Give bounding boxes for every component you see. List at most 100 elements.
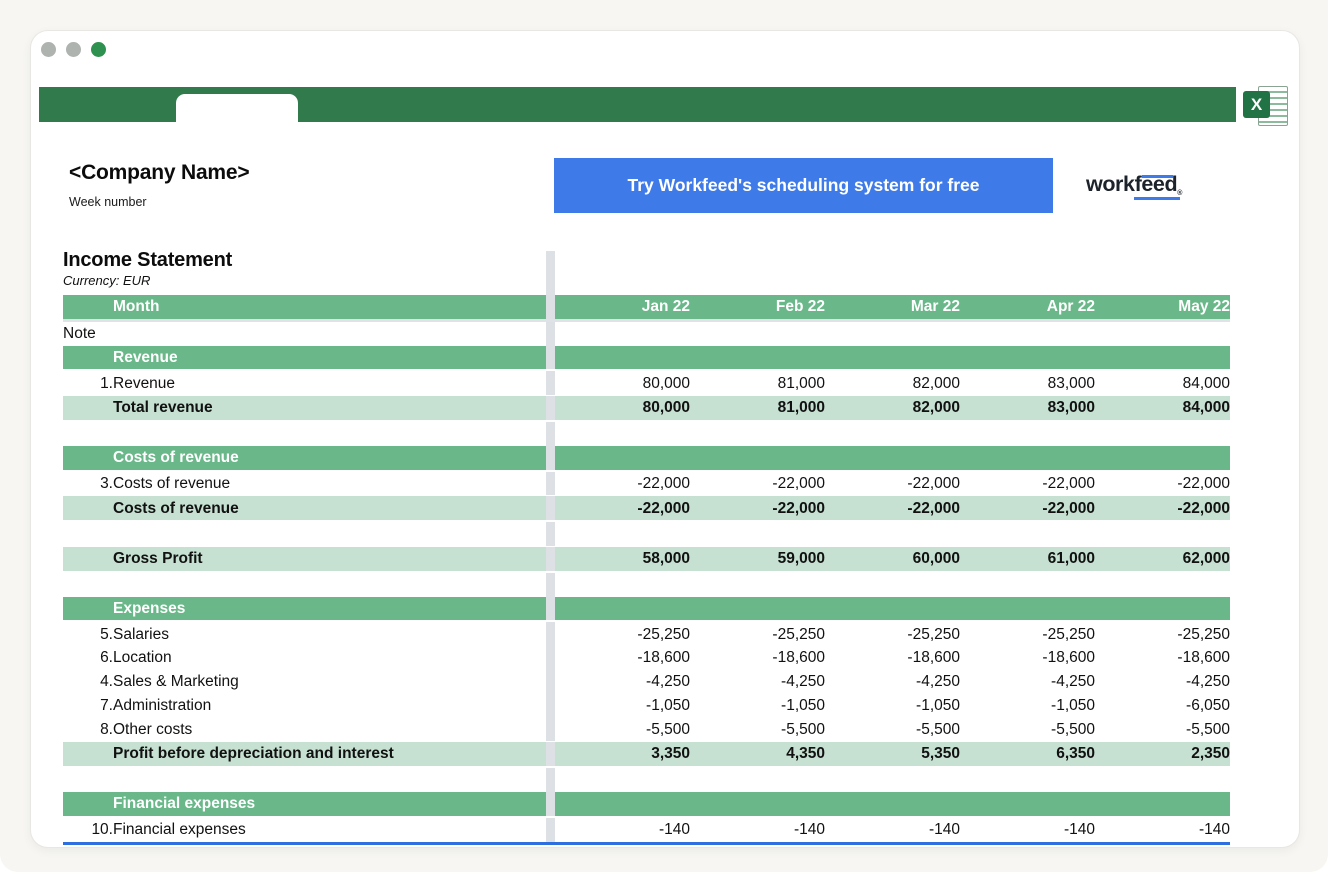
column-divider bbox=[546, 791, 555, 818]
column-divider bbox=[546, 495, 555, 523]
cell-value: -140 bbox=[960, 816, 1095, 845]
cell-value: 80,000 bbox=[642, 374, 690, 392]
cell-value: 59,000 bbox=[690, 545, 825, 573]
cell-value: 58,000 bbox=[555, 545, 690, 573]
cell-value: -18,600 bbox=[907, 649, 960, 667]
cell-value: -4,250 bbox=[781, 673, 825, 691]
table-row-total-revenue: Total revenue 80,000 81,000 82,000 83,000 84,… bbox=[63, 395, 1230, 422]
cell-value bbox=[1095, 791, 1230, 818]
cell-value: 84,000 bbox=[1095, 395, 1230, 422]
cell-value: -140 bbox=[825, 816, 960, 845]
cell-value bbox=[825, 445, 960, 472]
cell-value: -22,000 bbox=[555, 495, 690, 523]
cell-value bbox=[690, 791, 825, 818]
row-label: Financial expenses bbox=[113, 816, 546, 845]
row-label: Costs of revenue bbox=[113, 445, 546, 472]
cell-value: -5,500 bbox=[646, 720, 690, 738]
column-divider bbox=[546, 646, 555, 670]
cell-value: -25,250 bbox=[637, 625, 690, 643]
cell-value bbox=[555, 791, 690, 818]
table-row-expenses: Expenses bbox=[63, 596, 1230, 623]
company-name: <Company Name> bbox=[69, 161, 250, 184]
cell-value: -5,500 bbox=[916, 720, 960, 738]
row-label: Administration bbox=[113, 696, 212, 714]
row-note-number: 10. bbox=[63, 816, 113, 845]
cell-value: -6,050 bbox=[1186, 696, 1230, 714]
cell-value: -4,250 bbox=[1186, 673, 1230, 691]
row-note-number bbox=[63, 445, 113, 472]
cell-value bbox=[690, 345, 825, 372]
statement-header: Income Statement Currency: EUR bbox=[63, 249, 232, 288]
column-divider bbox=[546, 741, 555, 769]
cell-value: -22,000 bbox=[825, 495, 960, 523]
cell-value bbox=[825, 791, 960, 818]
table-row-profit-before-depreciation-and-interest: Profit before depreciation and interest 3… bbox=[63, 741, 1230, 769]
cell-value: 2,350 bbox=[1095, 741, 1230, 769]
spacer-cell bbox=[555, 572, 1230, 597]
cell-value: -4,250 bbox=[646, 673, 690, 691]
row-note-number bbox=[63, 596, 113, 623]
cell-value bbox=[555, 345, 690, 372]
row-label: Gross Profit bbox=[113, 545, 546, 573]
table-row-revenue: 1. Revenue 80,000 81,000 82,000 83,000 84,000 bbox=[63, 370, 1230, 396]
table-row-blank bbox=[63, 571, 1230, 597]
cell-value: 61,000 bbox=[960, 545, 1095, 573]
cell-value: -5,500 bbox=[1186, 720, 1230, 738]
cell-value bbox=[960, 791, 1095, 818]
row-note-number bbox=[63, 495, 113, 523]
sheet-tab[interactable] bbox=[176, 94, 298, 122]
excel-icon: X bbox=[1243, 85, 1289, 126]
column-divider bbox=[546, 571, 555, 597]
row-note-number: 5. bbox=[100, 625, 113, 643]
table-row-financial-expenses: 10. Financial expenses -140 -140 -140 -140 -14… bbox=[63, 816, 1230, 845]
table-row-administration: 7. Administration -1,050 -1,050 -1,050 -1,050… bbox=[63, 693, 1230, 718]
cell-value bbox=[555, 445, 690, 472]
cell-value: 5,350 bbox=[825, 741, 960, 769]
spacer-cell bbox=[63, 421, 546, 446]
window-control-dot-2[interactable] bbox=[66, 42, 81, 57]
spacer-cell bbox=[555, 421, 1230, 446]
cell-value: -4,250 bbox=[916, 673, 960, 691]
spacer-cell bbox=[63, 767, 546, 792]
column-divider bbox=[546, 693, 555, 718]
cell-value: -25,250 bbox=[772, 625, 825, 643]
window-controls bbox=[41, 42, 106, 57]
cell-value: 60,000 bbox=[825, 545, 960, 573]
cell-value: May 22 bbox=[1095, 295, 1230, 322]
row-note-number: 7. bbox=[100, 696, 113, 714]
column-divider bbox=[546, 295, 555, 322]
income-table-body: Month Jan 22 Feb 22 Mar 22 Apr 22 May 22 Note R… bbox=[63, 295, 1230, 845]
column-divider bbox=[546, 816, 555, 845]
excel-x-glyph: X bbox=[1243, 91, 1270, 118]
cell-value bbox=[555, 596, 690, 623]
column-divider bbox=[546, 470, 555, 496]
window-control-dot-3[interactable] bbox=[91, 42, 106, 57]
table-row-costs-of-revenue: 3. Costs of revenue -22,000 -22,000 -22,000 -… bbox=[63, 470, 1230, 496]
row-label: Costs of revenue bbox=[113, 495, 546, 523]
table-row-costs-of-revenue: Costs of revenue bbox=[63, 445, 1230, 472]
cta-button[interactable]: Try Workfeed's scheduling system for fre… bbox=[554, 158, 1053, 213]
spacer-cell bbox=[555, 767, 1230, 792]
table-row-gross-profit: Gross Profit 58,000 59,000 60,000 61,000 62,0… bbox=[63, 545, 1230, 573]
column-divider bbox=[546, 621, 555, 647]
cell-value: -18,600 bbox=[772, 649, 825, 667]
row-label: Costs of revenue bbox=[113, 474, 231, 492]
cell-value: 6,350 bbox=[960, 741, 1095, 769]
row-label: Sales & Marketing bbox=[113, 673, 239, 691]
week-number-label: Week number bbox=[69, 195, 147, 209]
cell-value bbox=[690, 596, 825, 623]
spacer-cell bbox=[63, 521, 546, 546]
cell-value bbox=[1095, 345, 1230, 372]
spacer-cell bbox=[63, 572, 546, 597]
cell-value: 80,000 bbox=[555, 395, 690, 422]
cell-value: -22,000 bbox=[772, 474, 825, 492]
table-row-other-costs: 8. Other costs -5,500 -5,500 -5,500 -5,500 -5,… bbox=[63, 717, 1230, 742]
column-divider-strip bbox=[546, 251, 555, 295]
window-control-dot-1[interactable] bbox=[41, 42, 56, 57]
cell-value: -1,050 bbox=[781, 696, 825, 714]
table-row-blank bbox=[63, 420, 1230, 446]
logo-suffix: feed bbox=[1133, 172, 1180, 200]
cell-value: -22,000 bbox=[1177, 474, 1230, 492]
column-divider bbox=[546, 717, 555, 742]
cell-value: -4,250 bbox=[1051, 673, 1095, 691]
